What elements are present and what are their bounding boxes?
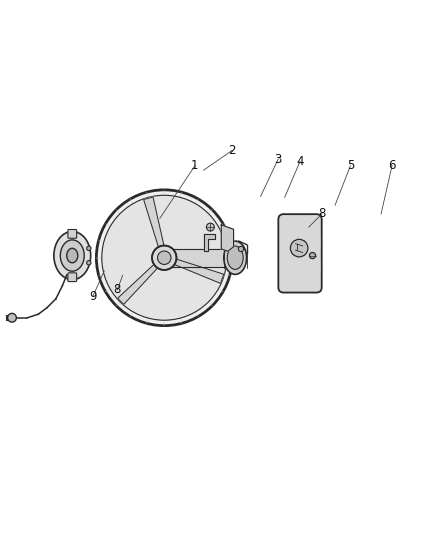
Text: 5: 5 bbox=[347, 159, 354, 172]
FancyBboxPatch shape bbox=[279, 214, 321, 293]
Circle shape bbox=[290, 239, 308, 257]
FancyBboxPatch shape bbox=[281, 260, 288, 272]
Ellipse shape bbox=[67, 248, 78, 263]
Text: 8: 8 bbox=[114, 283, 121, 296]
FancyBboxPatch shape bbox=[68, 273, 77, 281]
Polygon shape bbox=[162, 249, 241, 266]
Circle shape bbox=[102, 195, 227, 320]
FancyBboxPatch shape bbox=[313, 235, 320, 247]
Circle shape bbox=[96, 190, 232, 326]
Text: 4: 4 bbox=[296, 155, 304, 168]
Ellipse shape bbox=[227, 246, 243, 269]
Text: 8: 8 bbox=[318, 207, 325, 221]
FancyBboxPatch shape bbox=[68, 230, 77, 238]
Ellipse shape bbox=[54, 231, 91, 280]
Text: 9: 9 bbox=[89, 290, 97, 303]
Polygon shape bbox=[118, 264, 158, 304]
Ellipse shape bbox=[60, 240, 84, 271]
Circle shape bbox=[7, 313, 16, 322]
Text: 6: 6 bbox=[388, 159, 396, 172]
Ellipse shape bbox=[224, 241, 247, 274]
FancyBboxPatch shape bbox=[281, 235, 288, 247]
Circle shape bbox=[152, 246, 177, 270]
Circle shape bbox=[87, 261, 91, 265]
FancyBboxPatch shape bbox=[313, 260, 320, 272]
Circle shape bbox=[158, 251, 171, 264]
Polygon shape bbox=[204, 233, 215, 251]
Circle shape bbox=[310, 253, 315, 259]
Polygon shape bbox=[144, 197, 164, 247]
Circle shape bbox=[87, 246, 91, 251]
Polygon shape bbox=[174, 259, 224, 284]
Text: 1: 1 bbox=[191, 159, 199, 172]
Polygon shape bbox=[221, 225, 233, 251]
Circle shape bbox=[206, 223, 214, 231]
Circle shape bbox=[238, 246, 244, 252]
Text: 3: 3 bbox=[275, 152, 282, 166]
Text: 2: 2 bbox=[228, 144, 236, 157]
